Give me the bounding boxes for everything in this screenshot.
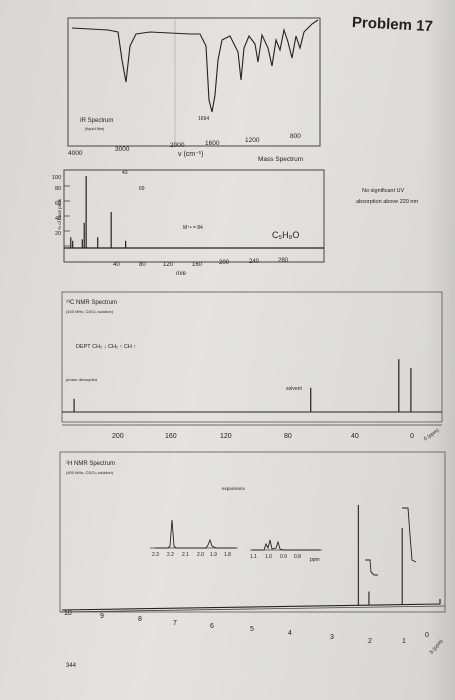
h1-integral-ch2 — [402, 507, 417, 563]
ir-frame — [67, 17, 321, 147]
c13-dept-label: DEPT CH₂ ↓ CH₂ ↑ CH ↑ — [76, 344, 137, 350]
h1-tick-9: 9 — [100, 613, 104, 620]
h1-inset2-trace — [252, 539, 320, 551]
ms-ytick-40: 40 — [55, 216, 62, 222]
h1-inset1-tick-2.3: 2.3 — [152, 552, 159, 558]
h1-tick-8: 8 — [138, 616, 142, 623]
h1-tick-1: 1 — [402, 638, 406, 645]
h1-expansions-label: expansions — [222, 486, 245, 491]
h1-integral-ch3 — [365, 559, 378, 576]
ms-ytick-20: 20 — [55, 231, 62, 237]
h1-baseline — [61, 603, 441, 611]
h1-inset2-ppm: ppm — [310, 557, 320, 563]
ms-peaks — [64, 176, 324, 249]
h1-inset1-tick-2.2: 2.2 — [167, 552, 174, 558]
ms-tick-160: 160 — [192, 262, 203, 268]
h1-inset2-tick-0.8: 0.8 — [294, 554, 301, 560]
h1-inset2-tick-1.1: 1.1 — [250, 554, 257, 560]
ir-title: IR Spectrum — [80, 118, 114, 124]
ir-tick-800: 800 — [290, 133, 301, 140]
h1-frame — [59, 451, 446, 613]
h1-peaks — [61, 504, 441, 611]
c13-frame — [61, 291, 443, 423]
h1-axis — [59, 605, 446, 613]
ir-xlabel: ν (cm⁻¹) — [178, 151, 204, 158]
ir-subtitle: (liquid film) — [85, 126, 105, 131]
c13-tick-0: 0 — [410, 433, 414, 440]
ir-trace — [71, 19, 319, 113]
ms-xlabel: m/e — [176, 271, 187, 277]
h1-tick-2: 2 — [368, 638, 372, 645]
ms-ytick-100: 100 — [52, 175, 62, 181]
ir-peak-label: 1694 — [198, 116, 210, 122]
h1-inset1-trace — [155, 519, 236, 549]
h1-inset1-tick-1.9: 1.9 — [210, 552, 217, 558]
ir-tick-3000: 3000 — [115, 146, 130, 153]
h1-tick-7: 7 — [173, 620, 177, 627]
c13-tick-40: 40 — [351, 433, 359, 440]
c13-subtitle: (100 MHz, CDCl₃ solution) — [66, 309, 113, 314]
h1-tick-0: 0 — [425, 632, 429, 639]
ms-peak-label-69: 69 — [139, 186, 145, 192]
ms-tick-240: 240 — [249, 259, 260, 265]
page-number: 344 — [66, 663, 77, 669]
h1-subtitle: (400 MHz, CDCl₃ solution) — [66, 470, 113, 475]
page-shadow — [425, 0, 455, 700]
uv-note-line2: absorption above 220 nm — [356, 199, 419, 205]
ir-tick-4000: 4000 — [68, 150, 83, 157]
ir-tick-2000: 2000 — [170, 142, 185, 149]
ms-peak-label-43: 43 — [122, 170, 128, 176]
h1-tick-5: 5 — [250, 626, 254, 633]
h1-tick-4: 4 — [288, 630, 292, 637]
ms-ytick-80: 80 — [55, 186, 62, 192]
ms-ytick-60: 60 — [55, 201, 62, 207]
h1-inset2-tick-1.0: 1.0 — [265, 554, 272, 560]
ms-title: Mass Spectrum — [258, 156, 304, 163]
c13-title: ¹³C NMR Spectrum — [66, 300, 118, 306]
ms-tick-200: 200 — [219, 260, 230, 266]
c13-tick-120: 120 — [220, 433, 232, 440]
c13-solvent: solvent — [286, 386, 302, 392]
h1-title: ¹H NMR Spectrum — [66, 461, 116, 467]
ir-tick-1200: 1200 — [245, 137, 260, 144]
h1-tick-3: 3 — [330, 634, 334, 641]
uv-note-line1: No significant UV — [362, 188, 405, 194]
ir-tick-1600: 1600 — [205, 140, 220, 147]
c13-proton-decoupled: proton decoupled — [66, 377, 97, 382]
ms-tick-280: 280 — [278, 258, 289, 264]
ms-formula: C₅H₈O — [272, 230, 300, 240]
ms-tick-80: 80 — [139, 262, 146, 268]
h1-inset1-tick-2.1: 2.1 — [182, 552, 189, 558]
h1-tick-10: 10 — [64, 610, 72, 617]
h1-inset2-tick-0.9: 0.9 — [280, 554, 287, 560]
c13-tick-80: 80 — [284, 433, 292, 440]
h1-tick-6: 6 — [210, 623, 214, 630]
ms-molecular-ion: M⁺• = 84 — [183, 225, 203, 231]
ms-tick-120: 120 — [163, 262, 174, 268]
h1-inset1-tick-2.0: 2.0 — [197, 552, 204, 558]
ms-tick-40: 40 — [113, 262, 120, 268]
c13-tick-200: 200 — [112, 433, 124, 440]
c13-tick-160: 160 — [165, 433, 177, 440]
c13-peaks — [73, 359, 412, 412]
h1-inset1-tick-1.8: 1.8 — [224, 552, 231, 558]
